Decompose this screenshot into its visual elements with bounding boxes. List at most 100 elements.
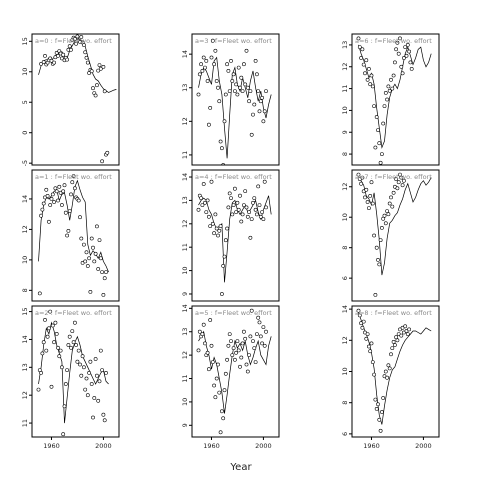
observation-point <box>89 69 94 74</box>
y-tick-label: 11 <box>181 151 189 159</box>
panel-2: a=2 : f=Fleet wo. effort 11 12 13 14 15 1960 20… <box>21 305 120 450</box>
observation-point <box>204 210 209 215</box>
observation-point <box>366 206 371 211</box>
panel-title: a=1 : f=Fleet wo. effort <box>35 173 112 181</box>
observation-point <box>200 203 205 208</box>
y-tick-label: 12 <box>181 117 189 125</box>
observation-point <box>243 189 248 194</box>
observation-point <box>239 355 244 360</box>
observation-point <box>61 432 66 437</box>
observation-point <box>389 352 393 357</box>
observation-point <box>407 327 412 332</box>
observation-point <box>229 339 233 344</box>
observation-point <box>364 336 369 341</box>
y-tick-label: 8 <box>341 246 349 250</box>
observation-point <box>264 205 268 210</box>
observation-point <box>203 341 207 346</box>
observation-point <box>404 53 409 58</box>
observation-point <box>231 346 236 351</box>
observation-point <box>93 357 98 361</box>
observation-point <box>37 291 42 296</box>
observation-point <box>252 102 257 107</box>
observation-point <box>359 56 364 60</box>
observation-point <box>394 47 399 52</box>
observation-point <box>261 217 266 222</box>
observation-point <box>239 75 244 80</box>
observation-point <box>238 85 242 90</box>
observation-point <box>405 332 410 337</box>
observation-point <box>249 132 254 137</box>
observation-point <box>213 395 218 400</box>
observation-point <box>381 121 386 126</box>
observation-point <box>98 256 103 261</box>
y-tick-label: 13 <box>181 328 189 336</box>
observation-point <box>253 360 258 365</box>
panel-title: a=0 : f=Fleet wo. effort <box>35 37 112 45</box>
observation-point <box>69 345 73 350</box>
observation-point <box>217 390 222 395</box>
observation-point <box>262 343 267 348</box>
observation-point <box>403 324 408 329</box>
observation-point <box>391 73 396 78</box>
observation-point <box>45 334 50 339</box>
fitted-line <box>198 195 272 283</box>
observation-point <box>70 329 75 334</box>
observation-point <box>264 329 268 334</box>
observation-point <box>212 62 217 67</box>
y-tick-label: 14 <box>181 304 189 312</box>
observation-point <box>219 409 224 414</box>
panel-7: a=7 : f=Fleet wo. effort 6 8 10 12 <box>341 169 440 302</box>
observation-point <box>39 370 44 375</box>
observation-point <box>260 210 265 215</box>
observation-point <box>100 368 105 373</box>
panel-title: a=2 : f=Fleet wo. effort <box>35 309 112 317</box>
observation-point <box>82 43 86 47</box>
observation-point <box>395 338 400 343</box>
observation-point <box>45 193 50 198</box>
observation-point <box>196 348 201 353</box>
observation-point <box>201 182 206 186</box>
panel-8: a=8 : f=Fleet wo. effort 6 8 10 12 14 1960 2000 <box>341 305 440 450</box>
y-tick-label: -5 <box>21 160 29 166</box>
observation-point <box>262 109 267 114</box>
observation-point <box>261 325 266 330</box>
observation-point <box>244 205 249 210</box>
x-tick-label: 1960 <box>363 442 380 450</box>
observation-point <box>377 417 382 422</box>
observation-point <box>254 332 259 337</box>
observation-point <box>74 41 79 46</box>
observation-point <box>372 104 377 109</box>
observation-point <box>248 89 253 94</box>
observation-point <box>382 104 387 109</box>
y-tick-label: 13 <box>181 196 189 204</box>
observation-point <box>258 334 263 339</box>
observation-point <box>83 259 88 264</box>
panel-frame <box>351 33 440 166</box>
observation-point <box>52 340 57 345</box>
observation-point <box>366 344 371 349</box>
observation-point <box>386 84 391 89</box>
x-tick-label: 2000 <box>255 442 272 450</box>
observation-point <box>208 318 213 322</box>
observation-point <box>36 387 41 392</box>
observation-point <box>219 292 224 296</box>
observation-point <box>261 119 266 124</box>
fitted-line <box>38 179 109 273</box>
observation-point <box>253 59 258 63</box>
observation-point <box>227 332 232 337</box>
y-tick-label: 8 <box>21 288 29 292</box>
observation-point <box>223 238 228 243</box>
observation-point <box>357 45 362 50</box>
observation-point <box>88 289 93 294</box>
observation-point <box>222 254 227 259</box>
observation-point <box>379 225 384 230</box>
panel-data <box>36 309 109 437</box>
panel-frame <box>191 305 280 438</box>
observation-point <box>390 346 395 351</box>
observation-point <box>201 322 206 327</box>
observation-point <box>102 276 107 281</box>
observation-point <box>370 360 375 365</box>
observation-point <box>91 415 95 420</box>
panel-frame <box>191 33 280 166</box>
observation-point <box>248 235 253 240</box>
